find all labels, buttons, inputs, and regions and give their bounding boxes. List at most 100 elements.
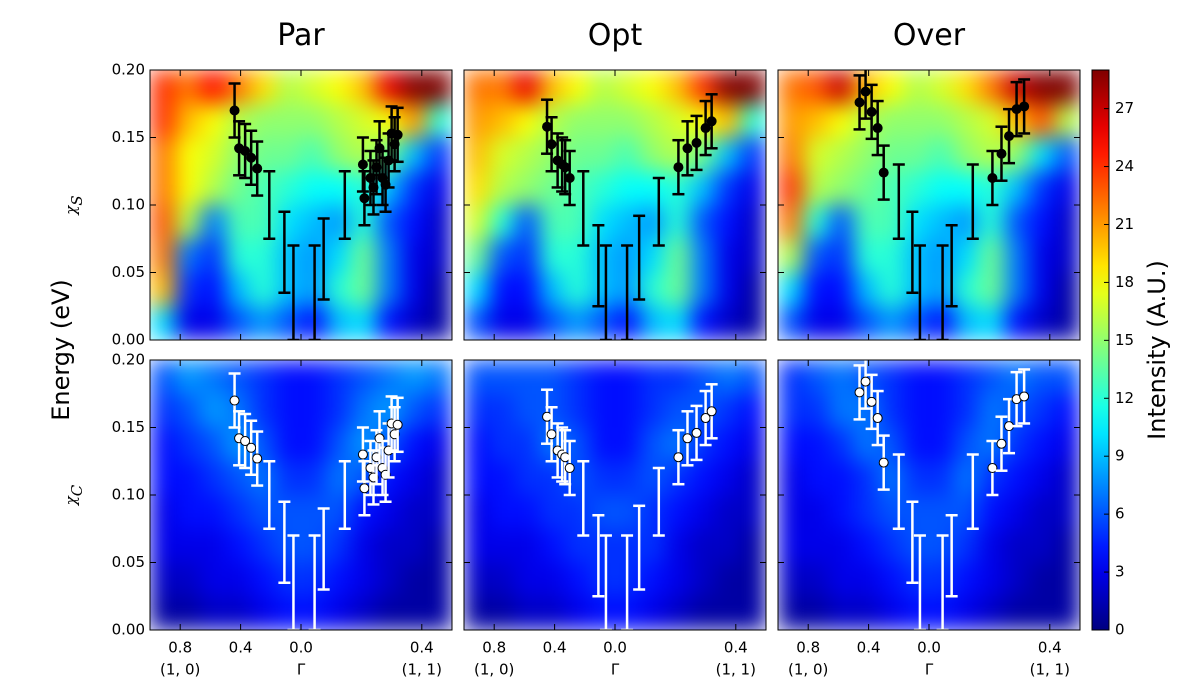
heat-cell: [828, 205, 854, 240]
heat-cell: [150, 238, 176, 273]
heat-cell: [979, 562, 1005, 597]
heat-cell: [175, 528, 201, 563]
heat-cell: [250, 461, 277, 496]
heat-cell: [489, 528, 515, 563]
data-point: [542, 121, 553, 132]
data-point: [706, 406, 717, 417]
data-point: [706, 116, 717, 127]
x-tick-label-2: Γ: [297, 661, 306, 679]
heat-cell: [200, 306, 226, 340]
heatmap: [464, 70, 766, 340]
heat-cell: [929, 360, 955, 395]
heat-cell: [401, 70, 428, 105]
data-point: [854, 97, 865, 108]
heat-cell: [1054, 137, 1080, 172]
heat-cell: [740, 238, 766, 273]
heat-cell: [979, 70, 1005, 105]
heat-cell: [225, 205, 252, 240]
heat-cell: [275, 272, 302, 307]
heat-cell: [740, 495, 766, 530]
heat-cell: [250, 306, 277, 340]
heat-cell: [715, 461, 742, 496]
heat-cell: [715, 171, 742, 206]
heat-cell: [1004, 238, 1031, 273]
heat-cell: [564, 562, 591, 597]
heat-cell: [589, 360, 616, 395]
heat-cell: [351, 360, 377, 395]
y-tick-label: 0.00: [112, 331, 145, 349]
heat-cell: [878, 562, 905, 597]
heat-cell: [301, 393, 327, 428]
heat-cell: [200, 360, 226, 395]
heat-cell: [250, 171, 277, 206]
heat-cell: [401, 205, 428, 240]
heat-cell: [301, 427, 327, 462]
heat-cell: [150, 461, 176, 496]
data-point: [392, 419, 403, 430]
heat-cell: [828, 461, 854, 496]
heat-cell: [828, 427, 854, 462]
row-symbol: χ: [62, 205, 80, 216]
heat-cell: [1004, 205, 1031, 240]
colorbar-label: Intensity (A.U.): [1143, 260, 1171, 440]
heat-cell: [225, 360, 252, 395]
data-point: [240, 436, 251, 446]
heat-cell: [878, 70, 905, 105]
y-tick-label: 0.15: [112, 418, 145, 436]
heat-cell: [715, 393, 742, 428]
heat-cell: [740, 596, 766, 630]
data-point: [229, 395, 240, 406]
heat-cell: [351, 272, 377, 307]
heat-cell: [225, 238, 252, 273]
heat-cell: [514, 70, 540, 105]
heat-cell: [376, 306, 403, 340]
heat-cell: [200, 70, 226, 105]
heat-cell: [903, 562, 930, 597]
heat-cell: [250, 272, 277, 307]
heat-cell: [715, 137, 742, 172]
data-point: [1019, 391, 1030, 402]
heat-cell: [828, 495, 854, 530]
heat-cell: [150, 393, 176, 428]
heat-cell: [464, 103, 490, 138]
heat-cell: [464, 70, 490, 105]
heat-cell: [1004, 171, 1031, 206]
heat-cell: [715, 495, 742, 530]
heat-cell: [665, 238, 691, 273]
heat-cell: [740, 461, 766, 496]
heat-cell: [1029, 461, 1056, 496]
heat-cell: [326, 306, 352, 340]
heat-cell: [853, 205, 880, 240]
x-tick-label: 0.8: [482, 639, 506, 657]
heat-cell: [740, 360, 766, 395]
x-tick-label-2: (1, 0): [160, 661, 200, 679]
heat-cell: [326, 238, 352, 273]
heat-cell: [589, 495, 616, 530]
heat-cell: [690, 596, 717, 630]
y-tick-label: 0.05: [112, 263, 145, 281]
heat-cell: [589, 70, 616, 105]
panel: [778, 360, 1080, 630]
heat-cell: [401, 596, 428, 630]
heat-cell: [351, 596, 377, 630]
data-point: [682, 143, 693, 154]
heat-cell: [878, 393, 905, 428]
heat-cell: [979, 528, 1005, 563]
heat-cell: [715, 427, 742, 462]
panel: [150, 70, 452, 340]
heat-cell: [1004, 461, 1031, 496]
heat-cell: [401, 528, 428, 563]
data-point: [542, 411, 553, 422]
heat-cell: [1054, 461, 1080, 496]
heat-cell: [640, 427, 666, 462]
heat-cell: [828, 360, 854, 395]
heat-cell: [175, 461, 201, 496]
heat-cell: [589, 205, 616, 240]
data-point: [691, 137, 702, 148]
heat-cell: [1054, 562, 1080, 597]
data-point: [872, 413, 883, 424]
heat-cell: [589, 272, 616, 307]
colorbar: [1091, 69, 1110, 631]
heat-cell: [589, 528, 616, 563]
heat-cell: [1029, 393, 1056, 428]
